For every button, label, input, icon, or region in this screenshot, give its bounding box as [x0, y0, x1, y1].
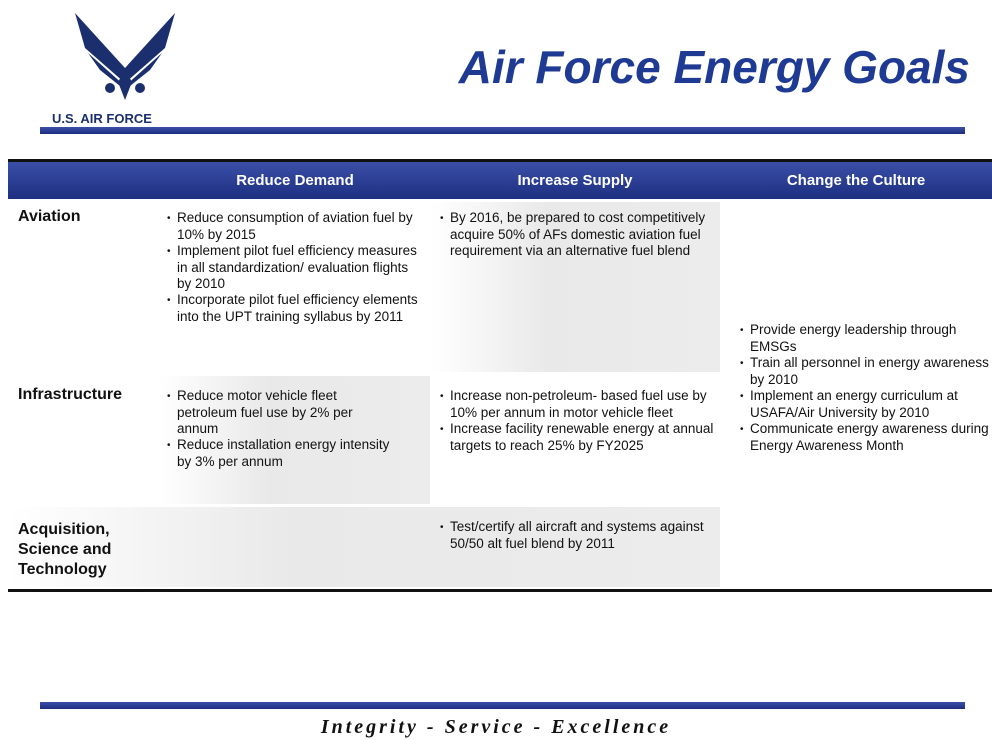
bullet-text: Train all personnel in energy awareness … — [750, 355, 989, 387]
bullet-item: Implement pilot fuel efficiency measures… — [165, 243, 423, 292]
bullet-text: Increase facility renewable energy at an… — [450, 421, 714, 453]
slide-title: Air Force Energy Goals — [458, 41, 970, 93]
bullet-item: Test/certify all aircraft and systems ag… — [438, 519, 718, 552]
logo — [75, 13, 175, 100]
bullet-item: Implement an energy curriculum at USAFA/… — [738, 388, 992, 421]
row-label: Aviation — [18, 208, 81, 225]
bullet-list: Reduce motor vehicle fleet petroleum fue… — [165, 388, 390, 470]
column-header: Increase Supply — [517, 172, 633, 189]
bullet-item: Reduce installation energy intensity by … — [165, 437, 390, 470]
bullet-item: By 2016, be prepared to cost competitive… — [438, 210, 710, 259]
bullet-list: Reduce consumption of aviation fuel by 1… — [165, 210, 423, 325]
header-rule — [40, 127, 965, 134]
bullet-text: Reduce consumption of aviation fuel by 1… — [177, 210, 413, 242]
bullet-list: Provide energy leadership through EMSGsT… — [738, 322, 992, 454]
column-header: Reduce Demand — [236, 172, 354, 189]
bullet-item: Reduce motor vehicle fleet petroleum fue… — [165, 388, 390, 437]
bullet-list: Increase non-petroleum- based fuel use b… — [438, 388, 718, 454]
bullet-list: By 2016, be prepared to cost competitive… — [438, 210, 710, 259]
row-label: Acquisition, Science and Technology — [18, 521, 112, 578]
bullet-list: Test/certify all aircraft and systems ag… — [438, 519, 718, 552]
bullet-text: Provide energy leadership through EMSGs — [750, 322, 957, 354]
bullet-item: Train all personnel in energy awareness … — [738, 355, 992, 388]
bullet-item: Increase facility renewable energy at an… — [438, 421, 718, 454]
org-name: U.S. AIR FORCE — [52, 111, 152, 126]
footer-motto: Integrity - Service - Excellence — [320, 716, 672, 738]
bullet-text: By 2016, be prepared to cost competitive… — [450, 210, 706, 258]
table-top-rule — [8, 159, 992, 162]
bullet-text: Communicate energy awareness during Ener… — [750, 421, 989, 453]
bullet-text: Implement pilot fuel efficiency measures… — [177, 243, 417, 291]
bullet-text: Reduce motor vehicle fleet petroleum fue… — [177, 388, 353, 436]
row-label: Infrastructure — [18, 386, 123, 403]
bullet-text: Increase non-petroleum- based fuel use b… — [450, 388, 707, 420]
bullet-text: Implement an energy curriculum at USAFA/… — [750, 388, 958, 420]
bullet-text: Incorporate pilot fuel efficiency elemen… — [177, 292, 418, 324]
bullet-text: Test/certify all aircraft and systems ag… — [450, 519, 704, 551]
table-header-bar — [8, 162, 992, 199]
bullet-item: Incorporate pilot fuel efficiency elemen… — [165, 292, 423, 325]
bullet-item: Provide energy leadership through EMSGs — [738, 322, 992, 355]
table-bottom-rule — [8, 589, 992, 592]
bullet-item: Reduce consumption of aviation fuel by 1… — [165, 210, 423, 243]
bullet-text: Reduce installation energy intensity by … — [177, 437, 390, 469]
bullet-item: Communicate energy awareness during Ener… — [738, 421, 992, 454]
column-header: Change the Culture — [786, 172, 926, 189]
footer-rule — [40, 702, 965, 709]
bullet-item: Increase non-petroleum- based fuel use b… — [438, 388, 718, 421]
